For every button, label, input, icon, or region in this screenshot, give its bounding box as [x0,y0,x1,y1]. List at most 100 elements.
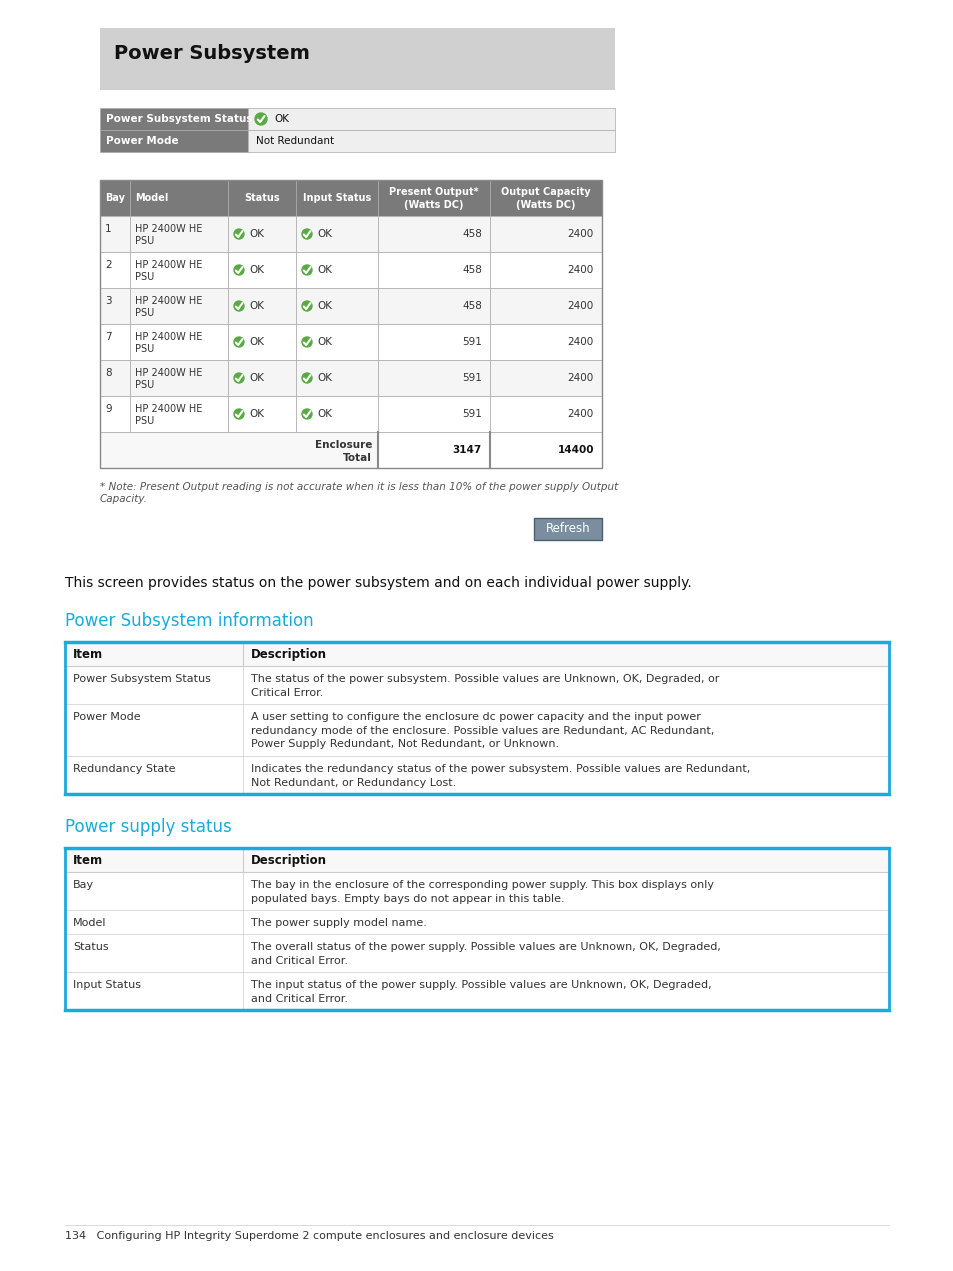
Text: PSU: PSU [135,308,154,318]
Bar [100,324,130,360]
Text: OK: OK [249,264,264,275]
Text: Power Mode: Power Mode [106,136,178,146]
Text: 2400: 2400 [567,264,594,275]
Bar [65,910,888,934]
Text: Status: Status [244,193,279,203]
Text: The power supply model name.: The power supply model name. [251,918,426,928]
Bar [130,324,228,360]
Text: Power supply status: Power supply status [65,819,232,836]
Text: OK: OK [316,337,332,347]
Text: 8: 8 [105,369,112,377]
Text: and Critical Error.: and Critical Error. [251,994,348,1004]
Text: Present Output*: Present Output* [389,187,478,197]
Bar [228,397,295,432]
Bar [490,397,601,432]
Text: (Watts DC): (Watts DC) [404,200,463,210]
Bar [377,397,490,432]
Bar [490,216,601,252]
Bar [130,216,228,252]
Text: 14400: 14400 [557,445,594,455]
Bar [377,432,490,468]
Text: 134   Configuring HP Integrity Superdome 2 compute enclosures and enclosure devi: 134 Configuring HP Integrity Superdome 2… [65,1232,553,1240]
Circle shape [233,264,244,275]
Bar [65,934,888,972]
Text: Power Subsystem information: Power Subsystem information [65,613,314,630]
Bar [295,324,377,360]
Bar [377,360,490,397]
Text: 2400: 2400 [567,409,594,419]
Bar [100,180,130,216]
Bar [228,252,295,289]
Text: 2: 2 [105,261,112,269]
Text: 2400: 2400 [567,229,594,239]
Text: OK: OK [249,337,264,347]
Bar [65,848,888,872]
Circle shape [302,301,312,311]
Bar [377,289,490,324]
Bar [490,432,601,468]
Text: Item: Item [73,648,103,661]
Text: Critical Error.: Critical Error. [251,688,323,698]
Text: The overall status of the power supply. Possible values are Unknown, OK, Degrade: The overall status of the power supply. … [251,942,720,952]
Text: A user setting to configure the enclosure dc power capacity and the input power: A user setting to configure the enclosur… [251,712,700,722]
Circle shape [233,301,244,311]
Text: The input status of the power supply. Possible values are Unknown, OK, Degraded,: The input status of the power supply. Po… [251,980,711,990]
Bar [295,397,377,432]
Text: Bay: Bay [105,193,125,203]
Text: populated bays. Empty bays do not appear in this table.: populated bays. Empty bays do not appear… [251,894,564,904]
Circle shape [302,229,312,239]
Circle shape [233,337,244,347]
Circle shape [233,229,244,239]
Bar [100,108,248,130]
Bar [130,289,228,324]
Circle shape [233,409,244,419]
Text: OK: OK [249,409,264,419]
Text: This screen provides status on the power subsystem and on each individual power : This screen provides status on the power… [65,576,691,590]
Bar [490,324,601,360]
Text: Enclosure: Enclosure [314,440,372,450]
Text: * Note: Present Output reading is not accurate when it is less than 10% of the p: * Note: Present Output reading is not ac… [100,482,618,503]
Text: OK: OK [316,372,332,383]
Bar [228,360,295,397]
Text: Refresh: Refresh [545,522,590,535]
Text: OK: OK [316,264,332,275]
Text: Model: Model [73,918,107,928]
Text: 591: 591 [461,372,481,383]
Bar [65,704,888,756]
Text: 2400: 2400 [567,301,594,311]
Text: PSU: PSU [135,236,154,247]
Bar [295,252,377,289]
Bar [295,180,377,216]
Bar [377,252,490,289]
Text: OK: OK [249,301,264,311]
Bar [100,432,377,468]
Bar [65,756,888,794]
Text: 7: 7 [105,332,112,342]
Text: 591: 591 [461,337,481,347]
Text: Indicates the redundancy status of the power subsystem. Possible values are Redu: Indicates the redundancy status of the p… [251,764,749,774]
Text: Power Subsystem Status: Power Subsystem Status [106,114,253,125]
Text: OK: OK [249,372,264,383]
Bar [248,108,615,130]
Text: The status of the power subsystem. Possible values are Unknown, OK, Degraded, or: The status of the power subsystem. Possi… [251,674,719,684]
Text: Input Status: Input Status [302,193,371,203]
Bar [100,180,601,468]
Bar [100,28,615,90]
Text: 3: 3 [105,296,112,306]
Text: 458: 458 [461,301,481,311]
Text: 458: 458 [461,229,481,239]
Bar [65,666,888,704]
Text: The bay in the enclosure of the corresponding power supply. This box displays on: The bay in the enclosure of the correspo… [251,880,713,890]
Bar [377,180,490,216]
Text: redundancy mode of the enclosure. Possible values are Redundant, AC Redundant,: redundancy mode of the enclosure. Possib… [251,726,714,736]
Text: Bay: Bay [73,880,94,890]
Text: Input Status: Input Status [73,980,141,990]
Text: OK: OK [316,301,332,311]
Text: Model: Model [135,193,168,203]
Bar [100,360,130,397]
Text: OK: OK [316,229,332,239]
Bar [228,180,295,216]
Text: HP 2400W HE: HP 2400W HE [135,332,202,342]
Bar [228,324,295,360]
Text: OK: OK [316,409,332,419]
